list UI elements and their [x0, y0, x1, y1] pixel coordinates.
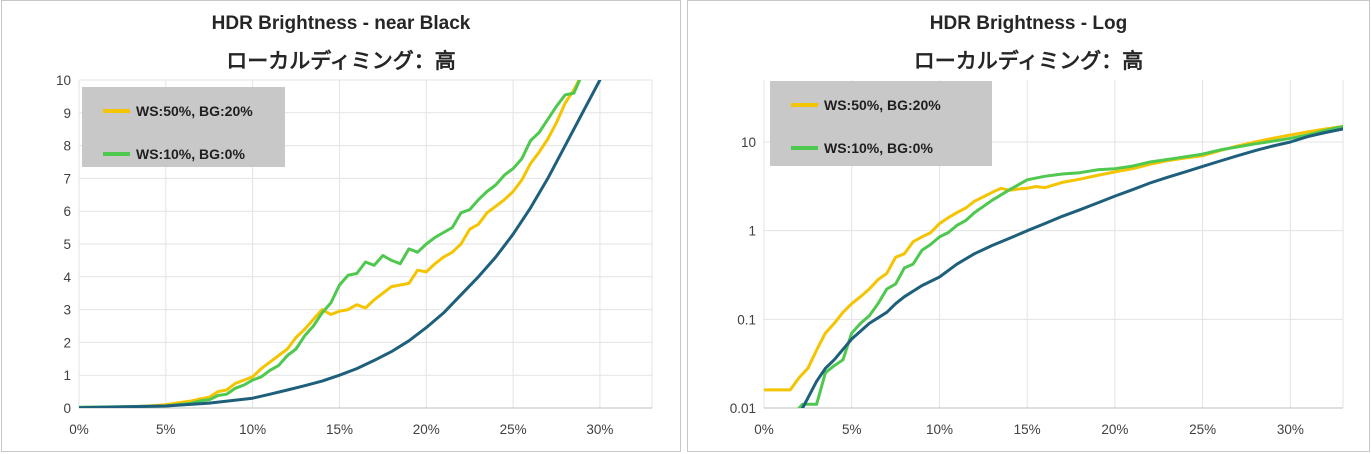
chart-plot-log: 0% 5% 10% 15% 20% 25% 30% 0.01 0.1 1 10 WS:50%, BG:…	[730, 80, 1344, 437]
chart-title: HDR Brightness - Log	[929, 13, 1128, 34]
y-tick-label: 8	[63, 139, 71, 154]
x-tick-label: 10%	[926, 422, 953, 437]
grid	[78, 79, 653, 409]
y-tick-label: 7	[63, 171, 71, 186]
x-tick-label: 15%	[326, 422, 353, 437]
legend-label: WS:10%, BG:0%	[136, 146, 245, 162]
y-tick-label: 5	[63, 237, 71, 252]
legend-box	[770, 81, 992, 166]
legend-label: WS:50%, BG:20%	[824, 97, 941, 113]
chart-title: HDR Brightness - near Black	[211, 13, 471, 34]
x-tick-label: 5%	[842, 422, 862, 437]
y-tick-label: 9	[63, 106, 71, 121]
x-tick-label: 20%	[1101, 422, 1128, 437]
series-line-reference	[79, 80, 602, 408]
y-tick-label: 6	[63, 204, 71, 219]
y-tick-label: 3	[63, 303, 71, 318]
x-tick-label: 30%	[586, 422, 613, 437]
x-tick-label: 5%	[156, 422, 176, 437]
y-tick-label: 4	[63, 270, 71, 285]
y-tick-label: 0	[63, 401, 71, 416]
x-tick-label: 20%	[413, 422, 440, 437]
chart-subtitle: ローカルディミング：高	[226, 50, 456, 73]
y-tick-label: 2	[63, 335, 71, 350]
legend-label: WS:50%, BG:20%	[136, 103, 253, 119]
x-tick-label: 10%	[239, 422, 266, 437]
x-tick-label: 30%	[1277, 422, 1304, 437]
x-tick-label: 15%	[1014, 422, 1041, 437]
y-tick-label: 1	[748, 224, 756, 239]
series-line-ws-50-bg-20-	[79, 80, 581, 408]
y-tick-label: 1	[63, 368, 71, 383]
y-tick-label: 0.1	[737, 312, 756, 327]
x-tick-label: 0%	[69, 422, 89, 437]
chart-plot-near-black: 0% 5% 10% 15% 20% 25% 30% 0 1 2 3 4 5 6 7 8 9 10 WS:50%, B…	[56, 73, 653, 437]
series-line-ws-10-bg-0-	[797, 124, 1343, 408]
y-tick-label: 10	[56, 73, 71, 88]
series-line-reference	[801, 127, 1343, 408]
y-tick-label: 0.01	[730, 401, 756, 416]
x-tick-label: 25%	[1189, 422, 1216, 437]
chart-panel-near-black: HDR Brightness - near Black ローカルディミング：高 …	[1, 0, 681, 452]
chart-subtitle: ローカルディミング：高	[913, 50, 1144, 73]
x-tick-label: 25%	[500, 422, 527, 437]
series-line-ws-10-bg-0-	[79, 80, 582, 408]
y-tick-label: 10	[741, 135, 756, 150]
chart-panel-log: HDR Brightness - Log ローカルディミング：高 0% 5% 10%…	[687, 0, 1370, 452]
legend-label: WS:10%, BG:0%	[824, 140, 933, 156]
x-tick-label: 0%	[754, 422, 774, 437]
